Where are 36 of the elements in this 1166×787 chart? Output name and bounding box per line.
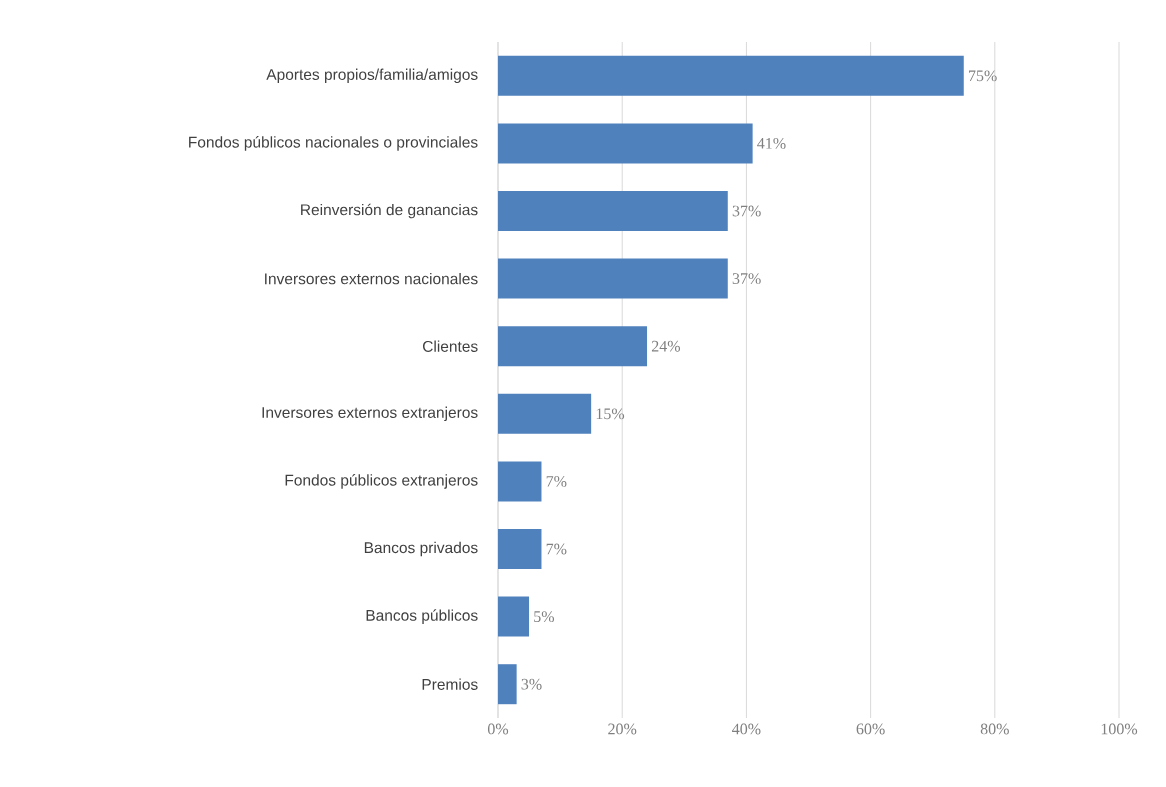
- bar: [498, 393, 592, 434]
- bar: [498, 258, 728, 299]
- x-tick-label: 0%: [487, 723, 509, 735]
- y-tick-label: Fondos públicos extranjeros: [285, 474, 478, 489]
- x-tick-label: 20%: [608, 723, 637, 735]
- bar: [498, 326, 648, 367]
- data-label: 37%: [732, 273, 761, 285]
- y-tick-label: Bancos privados: [364, 541, 478, 557]
- data-label: 7%: [546, 543, 567, 555]
- data-label: 41%: [757, 137, 786, 149]
- data-label: 3%: [521, 678, 542, 690]
- bar: [498, 123, 753, 164]
- data-label: 24%: [651, 340, 681, 352]
- bar: [498, 596, 530, 637]
- data-label: 15%: [596, 408, 625, 420]
- x-tick-label: 40%: [732, 723, 761, 735]
- y-tick-label: Premios: [422, 678, 478, 690]
- data-label: 7%: [546, 475, 567, 487]
- data-label: 75%: [969, 70, 997, 82]
- y-tick-label: Fondos públicos nacionales o provinciales: [189, 136, 478, 151]
- data-label: 5%: [534, 611, 555, 623]
- y-tick-label: Inversores externos nacionales: [265, 272, 478, 285]
- y-tick-label: Bancos públicos: [366, 609, 478, 624]
- bar: [498, 529, 542, 570]
- x-tick-label: 60%: [856, 723, 885, 735]
- bar: [498, 191, 728, 232]
- bar: [498, 55, 964, 96]
- y-tick-label: Reinversión de ganancias: [301, 203, 478, 219]
- y-tick-label: Inversores externos extranjeros: [262, 406, 478, 422]
- data-label: 37%: [732, 205, 761, 217]
- bar: [498, 461, 542, 502]
- y-tick-label: Aportes propios/familia/amigos: [266, 68, 478, 84]
- x-tick-label: 80%: [980, 723, 1009, 735]
- x-tick-label: 100%: [1101, 723, 1138, 735]
- bar: [498, 664, 517, 705]
- y-tick-label: Clientes: [422, 340, 478, 352]
